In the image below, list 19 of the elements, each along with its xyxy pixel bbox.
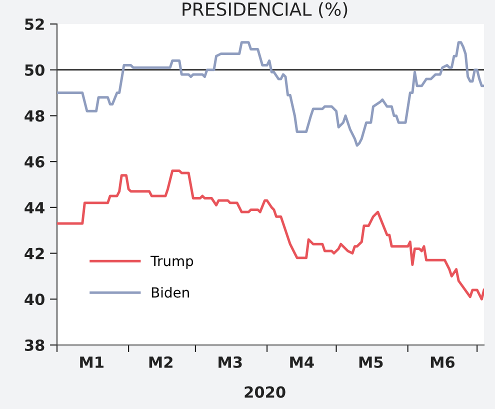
- y-tick-label: 48: [24, 110, 44, 122]
- y-tick-label: 52: [25, 18, 44, 30]
- y-tick-label: 40: [24, 294, 44, 306]
- y-tick-label: 44: [24, 202, 44, 214]
- x-tick-label: M1: [80, 356, 104, 368]
- legend-label: Biden: [152, 286, 189, 298]
- line-series: [57, 169, 484, 300]
- legend-label: Trump: [150, 256, 194, 269]
- x-tick-label: M6: [430, 356, 455, 368]
- y-tick-label: 42: [24, 248, 44, 260]
- x-tick-label: M2: [149, 356, 172, 368]
- x-axis-title: 2020: [244, 386, 286, 398]
- x-tick-label: M4: [290, 356, 314, 368]
- y-tick-label: 50: [25, 64, 44, 76]
- y-tick-label: 38: [24, 339, 44, 352]
- x-tick-label: M5: [359, 356, 383, 368]
- y-tick-label: 46: [24, 156, 44, 168]
- chart-title: PRESIDENCIAL (%): [182, 2, 348, 18]
- x-tick-label: M3: [218, 356, 242, 368]
